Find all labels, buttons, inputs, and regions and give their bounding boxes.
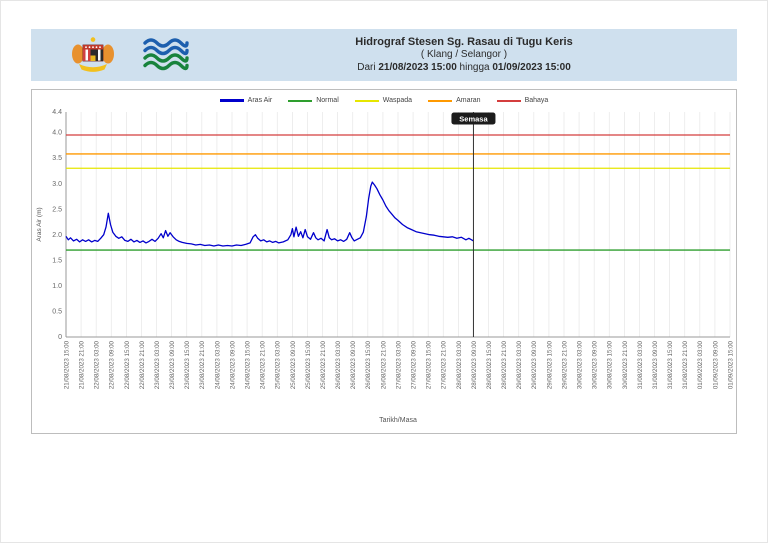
date-range-middle: hingga bbox=[459, 61, 490, 73]
x-tick-label: 28/08/2023 21:00 bbox=[501, 340, 508, 389]
legend-swatch bbox=[354, 99, 379, 102]
legend-swatch bbox=[428, 99, 453, 102]
x-tick-label: 31/08/2023 09:00 bbox=[652, 340, 659, 389]
jps-waves-logo bbox=[143, 38, 189, 71]
x-tick-label: 29/08/2023 21:00 bbox=[561, 340, 568, 389]
legend-swatch bbox=[496, 99, 521, 102]
legend-label: Waspada bbox=[382, 97, 413, 104]
x-tick-label: 25/08/2023 21:00 bbox=[320, 340, 327, 389]
legend-swatch bbox=[219, 99, 244, 102]
x-tick-label: 01/09/2023 15:00 bbox=[727, 340, 734, 389]
x-tick-label: 29/08/2023 03:00 bbox=[516, 340, 523, 389]
y-tick-label: 2.0 bbox=[52, 232, 62, 239]
x-tick-label: 01/09/2023 09:00 bbox=[712, 340, 719, 389]
x-tick-label: 22/08/2023 21:00 bbox=[139, 340, 146, 389]
semasa-tooltip bbox=[451, 112, 496, 125]
x-tick-label: 26/08/2023 03:00 bbox=[335, 340, 342, 389]
date-range-to: 01/09/2023 15:00 bbox=[492, 61, 571, 73]
x-tick-label: 24/08/2023 03:00 bbox=[214, 340, 221, 389]
y-tick-label: 1.5 bbox=[52, 257, 62, 264]
x-tick-label: 30/08/2023 15:00 bbox=[607, 340, 614, 389]
header-banner: Hidrograf Stesen Sg. Rasau di Tugu Keris… bbox=[31, 29, 737, 81]
semasa-tooltip-label: Semasa bbox=[459, 115, 488, 124]
x-tick-label: 01/09/2023 03:00 bbox=[697, 340, 704, 389]
x-tick-label: 29/08/2023 09:00 bbox=[531, 340, 538, 389]
x-tick-label: 31/08/2023 15:00 bbox=[667, 340, 674, 389]
header-logos bbox=[31, 35, 191, 75]
x-tick-label: 21/08/2023 21:00 bbox=[78, 340, 85, 389]
legend-item-bahaya[interactable]: Bahaya bbox=[496, 97, 549, 104]
x-tick-label: 26/08/2023 09:00 bbox=[350, 340, 357, 389]
x-tick-label: 27/08/2023 03:00 bbox=[395, 340, 402, 389]
x-tick-label: 23/08/2023 03:00 bbox=[154, 340, 161, 389]
legend-label: Bahaya bbox=[524, 97, 549, 104]
x-tick-label: 27/08/2023 15:00 bbox=[426, 340, 433, 389]
x-tick-label: 21/08/2023 15:00 bbox=[63, 340, 70, 389]
date-range-prefix: Dari bbox=[357, 61, 376, 73]
x-tick-label: 25/08/2023 09:00 bbox=[290, 340, 297, 389]
x-tick-label: 23/08/2023 15:00 bbox=[184, 340, 191, 389]
x-tick-label: 22/08/2023 09:00 bbox=[109, 340, 116, 389]
chart-legend: Aras Air Normal Waspada Amaran Bahaya bbox=[32, 97, 736, 104]
x-tick-label: 24/08/2023 15:00 bbox=[244, 340, 251, 389]
x-tick-label: 28/08/2023 03:00 bbox=[456, 340, 463, 389]
y-axis-title: Aras Air (m) bbox=[36, 207, 43, 241]
x-tick-label: 22/08/2023 03:00 bbox=[94, 340, 101, 389]
legend-label: Amaran bbox=[456, 97, 481, 104]
x-tick-label: 30/08/2023 09:00 bbox=[592, 340, 599, 389]
y-tick-label: 3.0 bbox=[52, 181, 62, 188]
x-tick-label: 24/08/2023 09:00 bbox=[229, 340, 236, 389]
legend-swatch bbox=[288, 99, 313, 102]
x-tick-label: 23/08/2023 21:00 bbox=[199, 340, 206, 389]
header-titles: Hidrograf Stesen Sg. Rasau di Tugu Keris… bbox=[191, 36, 737, 75]
hydrograph-chart: Aras Air Normal Waspada Amaran Bahaya 21/08/… bbox=[31, 89, 737, 434]
legend-item-aras-air[interactable]: Aras Air bbox=[219, 97, 273, 104]
legend-item-amaran[interactable]: Amaran bbox=[428, 97, 481, 104]
date-range: Dari 21/08/2023 15:00 hingga 01/09/2023 … bbox=[191, 62, 737, 75]
x-tick-label: 28/08/2023 15:00 bbox=[486, 340, 493, 389]
y-tick-label: 0.5 bbox=[52, 309, 62, 316]
x-tick-label: 24/08/2023 21:00 bbox=[260, 340, 267, 389]
chart-canvas[interactable]: 21/08/2023 15:00 21/08/2023 21:00 22/08/20… bbox=[32, 90, 736, 433]
x-tick-label: 31/08/2023 21:00 bbox=[682, 340, 689, 389]
page-subtitle: ( Klang / Selangor ) bbox=[420, 49, 508, 61]
malaysia-coat-of-arms-logo bbox=[72, 35, 114, 72]
x-tick-label: 29/08/2023 15:00 bbox=[546, 340, 553, 389]
x-tick-label: 22/08/2023 15:00 bbox=[124, 340, 131, 389]
x-tick-label: 31/08/2023 03:00 bbox=[637, 340, 644, 389]
y-tick-label: 2.5 bbox=[52, 206, 62, 213]
x-axis-title: Tarikh/Masa bbox=[379, 417, 417, 424]
x-tick-label: 28/08/2023 09:00 bbox=[471, 340, 478, 389]
y-tick-label: 3.5 bbox=[52, 155, 62, 162]
water-level-line bbox=[65, 181, 474, 247]
x-tick-label: 23/08/2023 09:00 bbox=[169, 340, 176, 389]
legend-item-normal[interactable]: Normal bbox=[288, 97, 339, 104]
x-tick-label: 30/08/2023 03:00 bbox=[576, 340, 583, 389]
x-tick-label: 30/08/2023 21:00 bbox=[622, 340, 629, 389]
x-tick-label: 27/08/2023 21:00 bbox=[441, 340, 448, 389]
x-tick-label: 26/08/2023 15:00 bbox=[365, 340, 372, 389]
legend-item-waspada[interactable]: Waspada bbox=[354, 97, 413, 104]
y-tick-label: 4.4 bbox=[52, 109, 62, 116]
page-title: Hidrograf Stesen Sg. Rasau di Tugu Keris bbox=[355, 35, 573, 48]
x-tick-label: 25/08/2023 15:00 bbox=[305, 340, 312, 389]
date-range-from: 21/08/2023 15:00 bbox=[378, 61, 457, 73]
x-tick-label: 25/08/2023 03:00 bbox=[275, 340, 282, 389]
legend-label: Aras Air bbox=[247, 97, 273, 104]
y-tick-label: 1.0 bbox=[52, 283, 62, 290]
x-tick-label: 27/08/2023 09:00 bbox=[410, 340, 417, 389]
legend-label: Normal bbox=[316, 97, 339, 104]
y-tick-label: 4.0 bbox=[52, 130, 62, 137]
x-tick-label: 26/08/2023 21:00 bbox=[380, 340, 387, 389]
y-tick-label: 0 bbox=[58, 334, 62, 341]
